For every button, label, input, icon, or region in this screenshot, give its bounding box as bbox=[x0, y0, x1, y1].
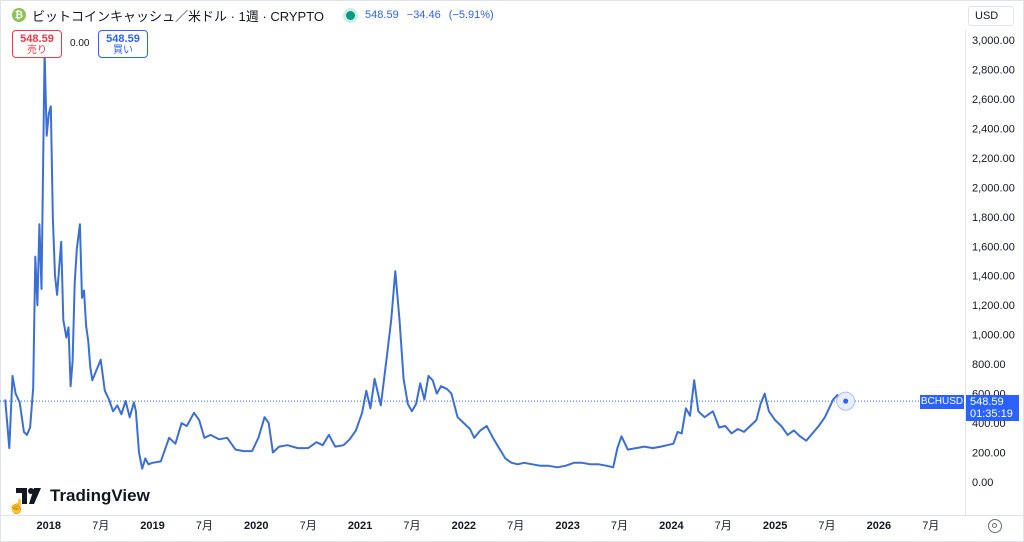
x-tick-label: 7月 bbox=[507, 520, 524, 532]
x-tick-label: 2022 bbox=[452, 520, 476, 532]
price-change: −34.46 bbox=[406, 9, 441, 21]
countdown-timer: 01:35:19 bbox=[970, 408, 1013, 420]
y-tick-label: 400.00 bbox=[972, 418, 1006, 430]
spread-value: 0.00 bbox=[70, 38, 90, 49]
y-tick-label: 3,000.00 bbox=[972, 35, 1015, 47]
buy-label: 買い bbox=[113, 45, 133, 56]
last-price-badge: 548.59 01:35:19 bbox=[966, 395, 1019, 421]
x-tick-label: 2025 bbox=[763, 520, 787, 532]
y-tick-label: 1,800.00 bbox=[972, 212, 1015, 224]
price-change-percent: (−5.91%) bbox=[448, 9, 494, 21]
x-tick-label: 7月 bbox=[715, 520, 732, 532]
y-axis-ticks: 0.00200.00400.00600.00800.001,000.001,20… bbox=[972, 35, 1015, 489]
x-tick-label: 7月 bbox=[818, 520, 835, 532]
settings-gear-icon[interactable] bbox=[988, 519, 1002, 533]
y-tick-label: 2,800.00 bbox=[972, 64, 1015, 76]
bitcoin-cash-icon: ₿ bbox=[12, 8, 26, 22]
buy-button[interactable]: 548.59 買い bbox=[98, 30, 148, 58]
x-tick-label: 2026 bbox=[867, 520, 891, 532]
x-tick-label: 7月 bbox=[922, 520, 939, 532]
x-tick-label: 2021 bbox=[348, 520, 372, 532]
y-tick-label: 2,000.00 bbox=[972, 182, 1015, 194]
symbol-title[interactable]: ビットコインキャッシュ／米ドル · 1週 · CRYPTO bbox=[32, 8, 325, 24]
y-tick-label: 800.00 bbox=[972, 359, 1006, 371]
x-tick-label: 7月 bbox=[196, 520, 213, 532]
x-axis-border bbox=[0, 515, 1024, 516]
y-tick-label: 200.00 bbox=[972, 448, 1006, 460]
sell-price: 548.59 bbox=[20, 33, 54, 45]
x-axis-ticks: 2018 7月 2019 7月 2020 7月 2021 7月 2022 7月 2023 7月 2024… bbox=[37, 520, 940, 532]
last-price: 548.59 bbox=[365, 9, 399, 21]
x-tick-label: 7月 bbox=[403, 520, 420, 532]
quote-values: 548.59 −34.46 (−5.91%) bbox=[365, 9, 499, 21]
x-tick-label: 7月 bbox=[92, 520, 109, 532]
symbol-badge: BCHUSD bbox=[920, 395, 964, 409]
tradingview-logo-icon bbox=[16, 488, 41, 504]
sell-label: 売り bbox=[27, 45, 47, 56]
y-tick-label: 1,200.00 bbox=[972, 300, 1015, 312]
y-tick-label: 2,400.00 bbox=[972, 123, 1015, 135]
y-tick-label: 2,600.00 bbox=[972, 94, 1015, 106]
x-tick-label: 7月 bbox=[611, 520, 628, 532]
cursor-icon[interactable]: ☝ bbox=[8, 498, 26, 514]
y-tick-label: 0.00 bbox=[972, 477, 993, 489]
chart-header: ₿ ビットコインキャッシュ／米ドル · 1週 · CRYPTO 548.59 −… bbox=[12, 6, 499, 24]
x-tick-label: 2018 bbox=[37, 520, 61, 532]
y-axis-border bbox=[965, 30, 966, 516]
market-status-icon[interactable] bbox=[346, 10, 356, 20]
x-tick-label: 2019 bbox=[140, 520, 164, 532]
currency-select[interactable]: USD bbox=[968, 6, 1014, 26]
x-tick-label: 2020 bbox=[244, 520, 268, 532]
y-tick-label: 2,200.00 bbox=[972, 153, 1015, 165]
sell-button[interactable]: 548.59 売り bbox=[12, 30, 62, 58]
brand-name: TradingView bbox=[50, 486, 150, 505]
last-price-dot bbox=[843, 398, 849, 404]
x-tick-label: 7月 bbox=[300, 520, 317, 532]
x-tick-label: 2023 bbox=[555, 520, 579, 532]
last-price-badge-value: 548.59 bbox=[970, 396, 1004, 408]
y-tick-label: 1,400.00 bbox=[972, 271, 1015, 283]
y-tick-label: 1,000.00 bbox=[972, 330, 1015, 342]
buy-price: 548.59 bbox=[106, 33, 140, 45]
price-series-line bbox=[4, 50, 846, 470]
x-tick-label: 2024 bbox=[659, 520, 684, 532]
tradingview-logo[interactable]: TradingView bbox=[16, 486, 150, 506]
y-tick-label: 1,600.00 bbox=[972, 241, 1015, 253]
